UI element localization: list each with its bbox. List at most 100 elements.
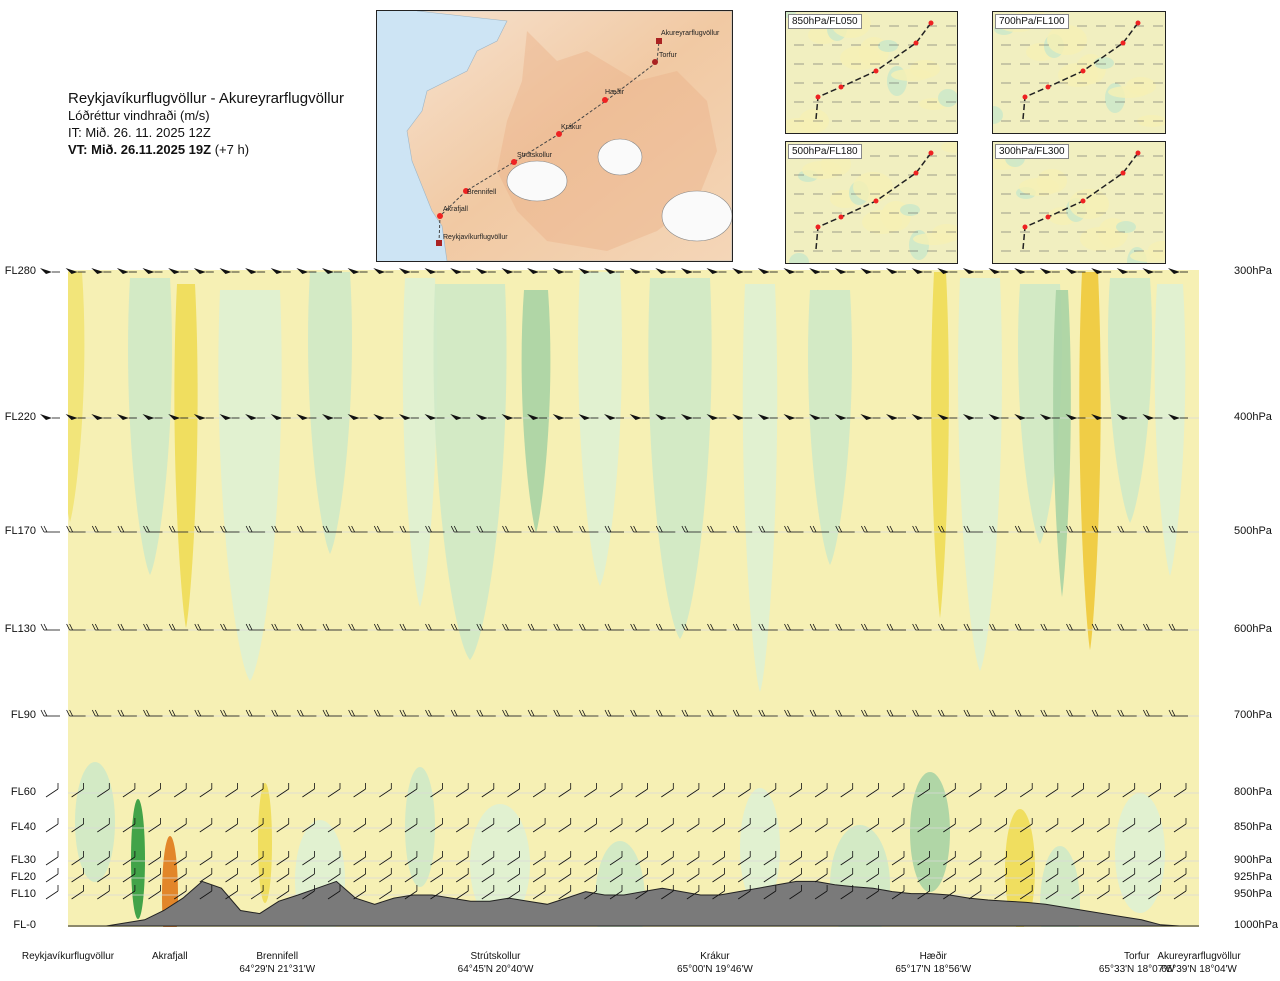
waypoint-label: Torfur	[659, 52, 678, 59]
wind-barb	[680, 414, 701, 420]
wind-barb	[1091, 709, 1112, 717]
wind-barb	[373, 709, 394, 717]
wind-barb	[66, 709, 86, 717]
wind-barb	[91, 268, 112, 274]
wind-barb	[1148, 885, 1161, 900]
flight-level-label: FL220	[4, 411, 36, 423]
waypoint-brennifell-marker	[463, 188, 469, 194]
wind-barb	[450, 709, 471, 717]
wind-barb	[353, 818, 367, 833]
wind-barb	[117, 525, 137, 533]
wind-barb	[578, 268, 599, 274]
location-name: Strútskollur	[470, 951, 521, 962]
wind-barb	[861, 709, 881, 717]
pressure-level-label: 925hPa	[1234, 871, 1272, 883]
wind-barb	[1071, 783, 1084, 798]
wind-barb	[1096, 851, 1110, 866]
wind-barb	[1091, 268, 1112, 274]
wind-barb	[347, 268, 368, 274]
wind-barb	[347, 414, 368, 420]
wind-barb	[763, 783, 777, 798]
wind-barb	[425, 623, 445, 631]
wind-barb	[789, 818, 802, 833]
wind-barb	[424, 414, 445, 420]
wind-barb	[348, 623, 368, 631]
wind-barb	[271, 623, 291, 631]
pressure-level-label: 850hPa	[1234, 821, 1272, 833]
wind-barb	[148, 818, 161, 833]
wind-barb	[1096, 818, 1110, 833]
wind-barb	[891, 885, 905, 900]
wind-barb	[507, 783, 520, 798]
wind-barb	[430, 818, 443, 833]
wind-barb	[681, 623, 701, 631]
waypoint-torfur-marker	[652, 59, 658, 65]
wind-barb	[891, 868, 905, 883]
wind-barb	[66, 525, 86, 533]
wind-barb	[1168, 525, 1188, 533]
wind-barb	[148, 783, 161, 798]
velocity-band	[1108, 278, 1152, 523]
wind-barb	[45, 818, 59, 833]
wind-barb	[604, 525, 624, 533]
mini-map-850: 850hPa/FL050	[785, 11, 958, 134]
wind-barb	[91, 623, 112, 631]
wind-barb	[604, 414, 624, 420]
flight-level-label: FL40	[10, 821, 36, 833]
wind-barb	[789, 885, 802, 900]
wind-barb	[250, 783, 264, 798]
wind-barb	[97, 885, 110, 900]
wind-barb	[609, 868, 623, 883]
wind-barb	[97, 868, 110, 883]
wind-barb	[199, 818, 213, 833]
wind-barb	[1116, 268, 1137, 274]
route-map-svg: Akureyrarflugvöllur Torfur Hæðir Krákur …	[377, 11, 732, 261]
wind-barb	[142, 268, 163, 274]
wind-barb	[763, 851, 777, 866]
wind-barb	[861, 623, 881, 631]
wind-barb	[276, 818, 290, 833]
wind-barb	[1045, 868, 1059, 883]
velocity-cell	[1115, 793, 1165, 913]
wind-barb	[219, 268, 240, 274]
valid-time-bold: VT: Mið. 26.11.2025 19Z	[68, 142, 212, 157]
wind-barb	[629, 268, 650, 274]
wind-barb	[225, 885, 238, 900]
wind-barb	[302, 885, 315, 900]
wind-barb	[142, 414, 163, 420]
wind-barb	[404, 818, 418, 833]
wind-barb	[276, 783, 290, 798]
location-label: Krákur 65°00'N 19°46'W	[655, 950, 775, 976]
wind-barb	[379, 885, 392, 900]
wind-barb	[507, 868, 520, 883]
location-label: Brennifell 64°29'N 21°31'W	[217, 950, 337, 976]
mini-map-700: 700hPa/FL100	[992, 11, 1166, 134]
wind-barb	[917, 783, 930, 798]
wind-barb	[943, 868, 956, 883]
wind-barb	[302, 851, 315, 866]
wind-barb	[814, 868, 828, 883]
title-block: Reykjavíkurflugvöllur - Akureyrarflugvöl…	[68, 90, 344, 158]
wind-barb	[706, 268, 727, 274]
wind-barb	[1040, 623, 1060, 631]
wind-barb	[122, 783, 136, 798]
wind-barb	[891, 818, 905, 833]
wind-barb	[527, 623, 548, 631]
wind-barb	[322, 709, 342, 717]
pressure-level-label: 600hPa	[1234, 623, 1272, 635]
wind-barb	[71, 783, 84, 798]
wind-barb	[116, 268, 137, 274]
wind-barb	[809, 268, 830, 274]
wind-barb	[1122, 885, 1136, 900]
wind-barb	[276, 851, 290, 866]
wind-barb	[404, 783, 418, 798]
wind-barb	[1168, 623, 1188, 631]
wind-barb	[578, 414, 599, 420]
wind-barb	[1148, 851, 1161, 866]
wind-barb	[327, 818, 341, 833]
wind-barb	[635, 851, 648, 866]
wind-barb	[706, 414, 727, 420]
wind-barb	[784, 709, 804, 717]
wind-barb	[911, 268, 932, 274]
flight-level-label: FL20	[10, 871, 36, 883]
